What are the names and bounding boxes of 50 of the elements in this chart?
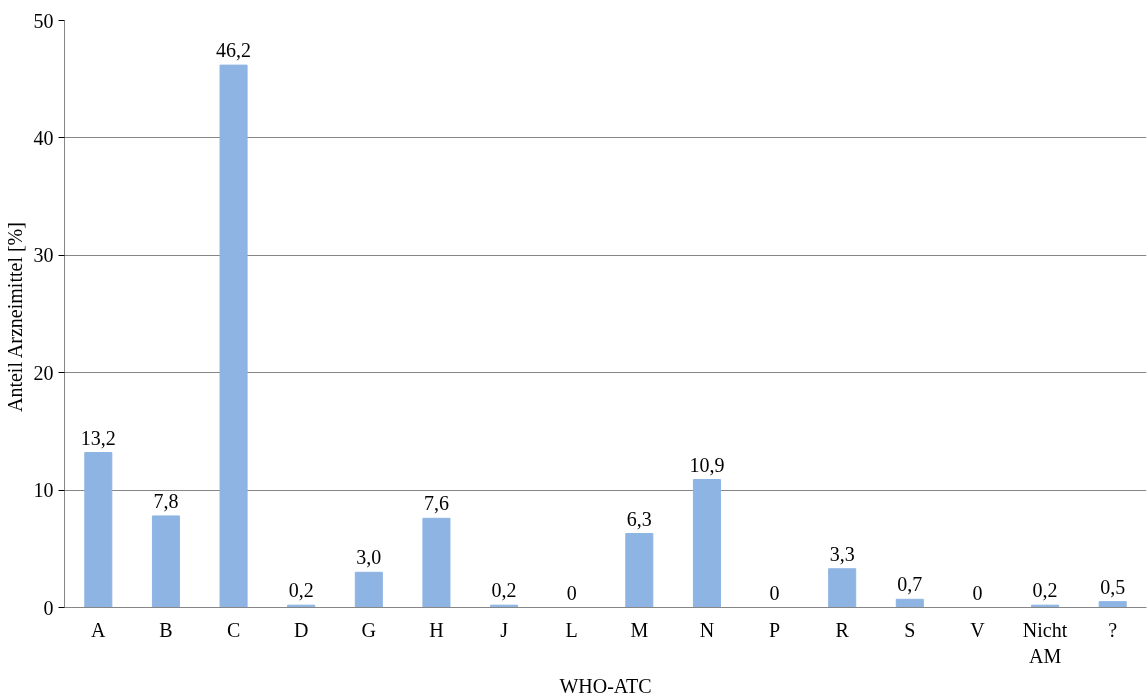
data-label: 46,2 bbox=[216, 39, 252, 62]
x-tick-label: A bbox=[91, 618, 107, 641]
x-tick-label: R bbox=[835, 618, 850, 641]
bar bbox=[354, 571, 383, 608]
x-tick-label: J bbox=[500, 618, 509, 641]
y-tick-label: 30 bbox=[33, 244, 54, 267]
data-label: 0 bbox=[769, 581, 780, 604]
bar bbox=[1098, 601, 1127, 608]
y-tick-label: 50 bbox=[33, 9, 54, 32]
data-label: 0,2 bbox=[491, 579, 517, 602]
x-tick-label: C bbox=[226, 618, 241, 641]
x-tick-label: V bbox=[970, 618, 986, 641]
bar bbox=[692, 479, 721, 608]
data-label: 0,2 bbox=[288, 579, 314, 602]
bar bbox=[219, 64, 248, 608]
y-tick-label: 0 bbox=[43, 596, 54, 619]
data-label: 3,3 bbox=[829, 542, 855, 565]
bar bbox=[625, 533, 654, 608]
y-tick-label: 20 bbox=[33, 361, 54, 384]
bar bbox=[895, 598, 924, 608]
data-label: 10,9 bbox=[689, 453, 725, 476]
x-tick-label: D bbox=[293, 618, 309, 641]
data-label: 0 bbox=[566, 581, 577, 604]
data-label: 6,3 bbox=[626, 507, 652, 530]
x-tick-label: L bbox=[565, 618, 578, 641]
x-axis-title: WHO-ATC bbox=[559, 674, 652, 697]
data-label: 7,8 bbox=[153, 489, 179, 512]
data-label: 3,0 bbox=[356, 546, 382, 569]
bar bbox=[422, 517, 451, 608]
bar bbox=[151, 515, 180, 608]
y-tick-label: 40 bbox=[33, 126, 54, 149]
data-label: 7,6 bbox=[423, 492, 449, 515]
x-tick-label: ? bbox=[1108, 618, 1118, 641]
y-tick-label: 10 bbox=[33, 479, 54, 502]
x-tick-label: M bbox=[630, 618, 649, 641]
x-tick-label: B bbox=[159, 618, 173, 641]
data-label: 0 bbox=[972, 581, 983, 604]
x-tick-label: H bbox=[429, 618, 444, 641]
data-label: 0,5 bbox=[1100, 575, 1126, 598]
x-tick-label: P bbox=[769, 618, 781, 641]
data-label: 0,7 bbox=[897, 573, 923, 596]
x-tick-label: N bbox=[699, 618, 715, 641]
x-tick-label: G bbox=[361, 618, 377, 641]
y-axis-title: Anteil Arzneimittel [%] bbox=[3, 222, 26, 413]
x-tick-label: Nicht AM bbox=[1022, 618, 1068, 667]
data-label: 13,2 bbox=[80, 426, 116, 449]
x-tick-label: S bbox=[904, 618, 916, 641]
data-label: 0,2 bbox=[1032, 579, 1058, 602]
bar bbox=[84, 452, 113, 608]
bar bbox=[828, 568, 857, 608]
